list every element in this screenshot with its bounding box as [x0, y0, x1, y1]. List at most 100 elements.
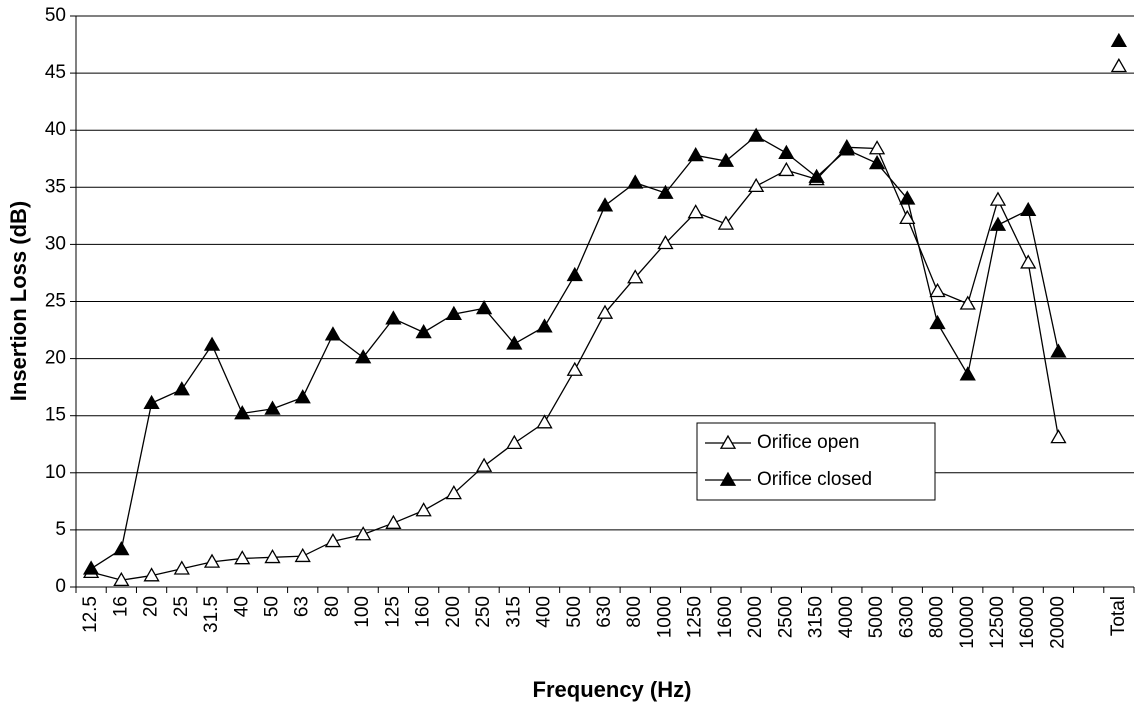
- marker: [415, 324, 432, 339]
- marker: [294, 389, 311, 404]
- legend-box: [696, 422, 936, 501]
- marker: [808, 168, 825, 183]
- marker: [929, 314, 946, 330]
- x-tick-label: 10000: [957, 596, 978, 649]
- y-tick-label: 45: [45, 62, 66, 83]
- marker: [717, 152, 735, 167]
- marker: [536, 318, 553, 333]
- marker: [536, 414, 553, 429]
- marker: [113, 541, 130, 556]
- x-axis-title: Frequency (Hz): [533, 677, 692, 702]
- marker: [627, 269, 644, 284]
- marker: [687, 204, 704, 219]
- x-tick-label: 315: [503, 596, 524, 628]
- marker: [234, 550, 251, 565]
- marker: [294, 547, 311, 563]
- x-tick-label: 2000: [745, 596, 766, 638]
- legend-marker: [719, 434, 737, 449]
- x-tick-label: 20: [141, 596, 162, 617]
- x-tick-label: 630: [594, 596, 615, 628]
- marker: [959, 366, 976, 381]
- marker: [506, 335, 523, 350]
- marker: [173, 560, 190, 575]
- marker: [959, 295, 976, 310]
- x-tick-label: 20000: [1047, 596, 1068, 649]
- x-tick-label: 12.5: [80, 596, 101, 633]
- legend-label: Orifice open: [757, 432, 859, 453]
- marker: [234, 405, 251, 420]
- marker: [899, 209, 916, 225]
- marker: [82, 560, 100, 575]
- marker: [868, 155, 886, 170]
- marker: [475, 457, 493, 472]
- y-tick-label: 50: [45, 5, 66, 26]
- marker: [143, 394, 160, 410]
- x-tick-label: 80: [322, 596, 343, 617]
- x-tick-label: 1000: [654, 596, 675, 638]
- y-tick-label: 40: [45, 119, 66, 140]
- x-tick-label: 160: [413, 596, 434, 628]
- y-tick-label: 25: [45, 291, 66, 312]
- x-tick-label: 16000: [1017, 596, 1038, 649]
- x-tick-label: Total: [1108, 596, 1129, 636]
- marker: [1020, 254, 1037, 269]
- x-tick-label: 400: [534, 596, 555, 628]
- x-tick-label: 4000: [836, 596, 857, 638]
- marker: [748, 177, 765, 193]
- marker: [1020, 201, 1037, 217]
- x-tick-label: 100: [352, 596, 373, 628]
- y-tick-label: 15: [45, 405, 66, 426]
- x-tick-label: 3150: [806, 596, 827, 638]
- marker: [989, 216, 1007, 231]
- marker: [989, 191, 1007, 206]
- y-tick-label: 35: [45, 176, 66, 197]
- y-tick-label: 5: [55, 519, 66, 540]
- x-tick-label: 2500: [775, 596, 796, 638]
- x-tick-label: 25: [171, 596, 192, 617]
- x-tick-label: 5000: [866, 596, 887, 638]
- y-tick-label: 0: [55, 576, 66, 597]
- marker: [264, 548, 281, 564]
- marker: [627, 174, 644, 189]
- x-tick-label: 125: [382, 596, 403, 628]
- y-tick-label: 10: [45, 462, 66, 483]
- marker: [868, 140, 886, 155]
- x-tick-label: 16: [110, 596, 131, 617]
- marker: [899, 190, 916, 205]
- marker: [1050, 429, 1067, 444]
- marker: [929, 282, 946, 298]
- legend-label: Orifice closed: [757, 469, 872, 490]
- marker: [1050, 343, 1067, 358]
- marker: [1110, 57, 1128, 73]
- marker: [566, 266, 583, 282]
- x-tick-label: 6300: [896, 596, 917, 638]
- x-tick-label: 31.5: [201, 596, 222, 633]
- marker: [203, 553, 221, 568]
- marker: [566, 361, 583, 376]
- marker: [687, 147, 704, 162]
- x-tick-label: 8000: [927, 596, 948, 638]
- x-tick-label: 50: [262, 596, 283, 617]
- marker: [657, 234, 674, 250]
- marker: [173, 381, 190, 396]
- y-tick-label: 30: [45, 233, 66, 254]
- marker: [475, 300, 493, 315]
- marker: [657, 184, 674, 199]
- marker: [385, 514, 402, 529]
- marker: [778, 144, 795, 159]
- x-tick-label: 200: [443, 596, 464, 628]
- marker: [596, 197, 614, 212]
- x-tick-label: 1250: [685, 596, 706, 638]
- y-axis-title: Insertion Loss (dB): [6, 201, 31, 401]
- marker: [717, 215, 735, 230]
- marker: [778, 161, 795, 177]
- marker: [385, 310, 402, 325]
- marker: [324, 533, 342, 548]
- marker: [264, 400, 281, 415]
- marker: [748, 127, 765, 142]
- series-line: [91, 66, 1119, 580]
- marker: [415, 502, 432, 517]
- marker: [355, 526, 372, 541]
- legend-marker: [719, 471, 737, 486]
